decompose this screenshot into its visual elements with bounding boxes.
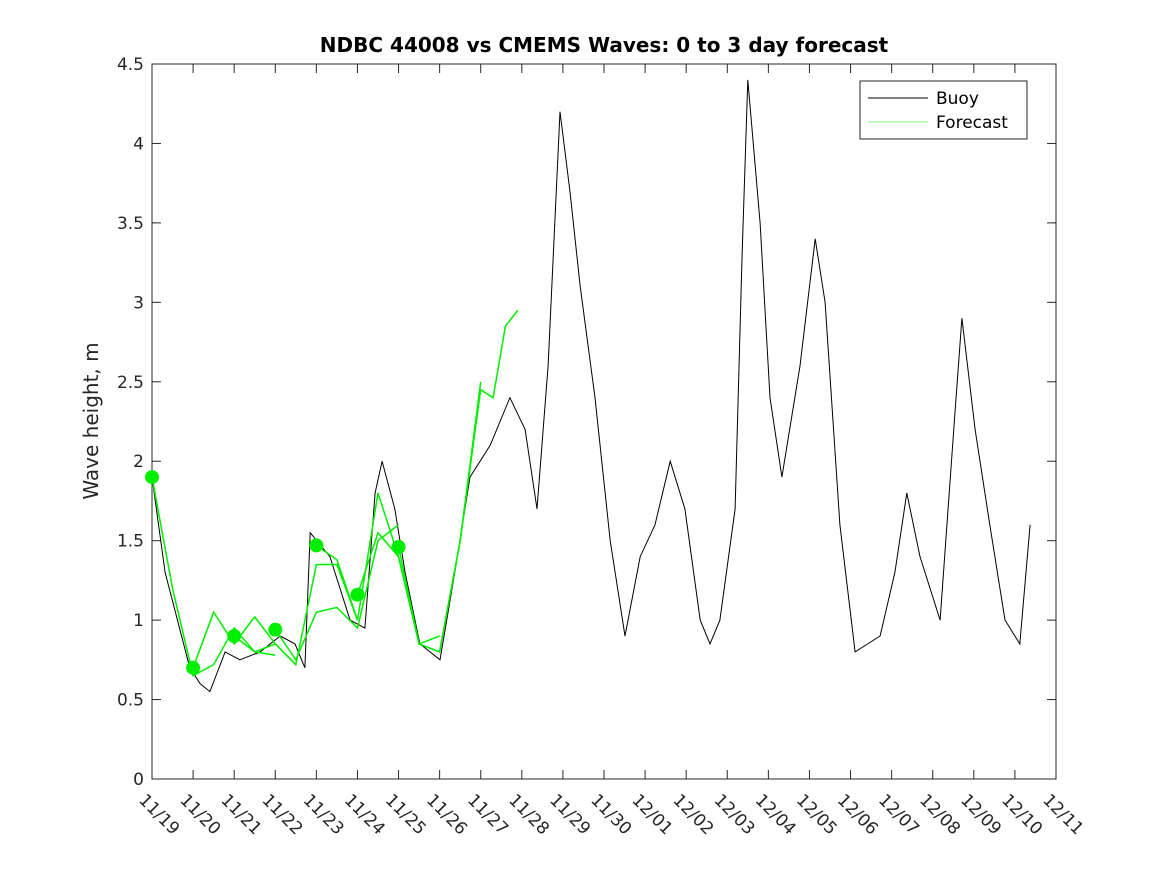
forecast-init-point: [186, 660, 201, 675]
y-tick-label: 4: [133, 134, 144, 154]
x-tick-label: 11/22: [258, 790, 307, 839]
forecast-line: [397, 309, 519, 653]
x-tick-label: 11/29: [545, 790, 594, 839]
x-tick-label: 11/19: [134, 790, 183, 839]
x-tick-label: 11/25: [381, 790, 430, 839]
x-tick-label: 12/09: [956, 790, 1005, 839]
x-tick-label: 11/27: [463, 790, 512, 839]
forecast-init-point: [268, 622, 283, 637]
forecast-init-point: [227, 629, 242, 643]
x-tick-label: 12/10: [997, 790, 1046, 839]
x-tick-label: 11/28: [504, 790, 553, 839]
forecast-init-point: [145, 470, 159, 485]
y-tick-label: 2.5: [117, 373, 144, 393]
forecast-init-point: [309, 538, 324, 553]
legend: Buoy Forecast: [859, 80, 1028, 140]
legend-buoy-label: Buoy: [936, 89, 979, 109]
x-tick-label: 11/20: [176, 790, 225, 839]
x-tick-label: 12/05: [792, 790, 841, 839]
chart-title: NDBC 44008 vs CMEMS Waves: 0 to 3 day fo…: [320, 33, 889, 57]
y-tick-label: 2: [133, 452, 144, 472]
y-tick-label: 4.5: [117, 55, 144, 75]
x-tick-label: 11/24: [340, 790, 389, 839]
forecast-line: [274, 524, 399, 662]
x-tick-label: 12/01: [628, 790, 677, 839]
x-tick-label: 11/23: [299, 790, 348, 839]
x-tick-label: 12/04: [751, 790, 800, 839]
y-axis-label: Wave height, m: [79, 342, 103, 499]
y-tick-label: 0.5: [117, 691, 144, 711]
x-tick-label: 11/26: [422, 790, 471, 839]
forecast-line: [233, 563, 359, 667]
x-tick-label: 12/11: [1038, 790, 1087, 839]
forecast-init-point: [350, 587, 365, 602]
x-tick-label: 12/02: [669, 790, 718, 839]
y-tick-label: 1.5: [117, 532, 144, 552]
x-tick-label: 11/30: [586, 790, 635, 839]
buoy-line: [151, 79, 1031, 693]
x-tick-label: 12/03: [710, 790, 759, 839]
legend-forecast-label: Forecast: [936, 113, 1008, 133]
forecast-init-point: [391, 540, 406, 555]
y-tick-label: 1: [133, 611, 144, 631]
y-tick-label: 3: [133, 293, 144, 313]
x-tick-label: 12/07: [874, 790, 923, 839]
x-tick-label: 12/08: [915, 790, 964, 839]
plot-area: [151, 63, 1057, 780]
x-tick-label: 11/21: [217, 790, 266, 839]
x-tick-label: 12/06: [833, 790, 882, 839]
y-tick-label: 0: [133, 770, 144, 790]
y-tick-label: 3.5: [117, 214, 144, 234]
